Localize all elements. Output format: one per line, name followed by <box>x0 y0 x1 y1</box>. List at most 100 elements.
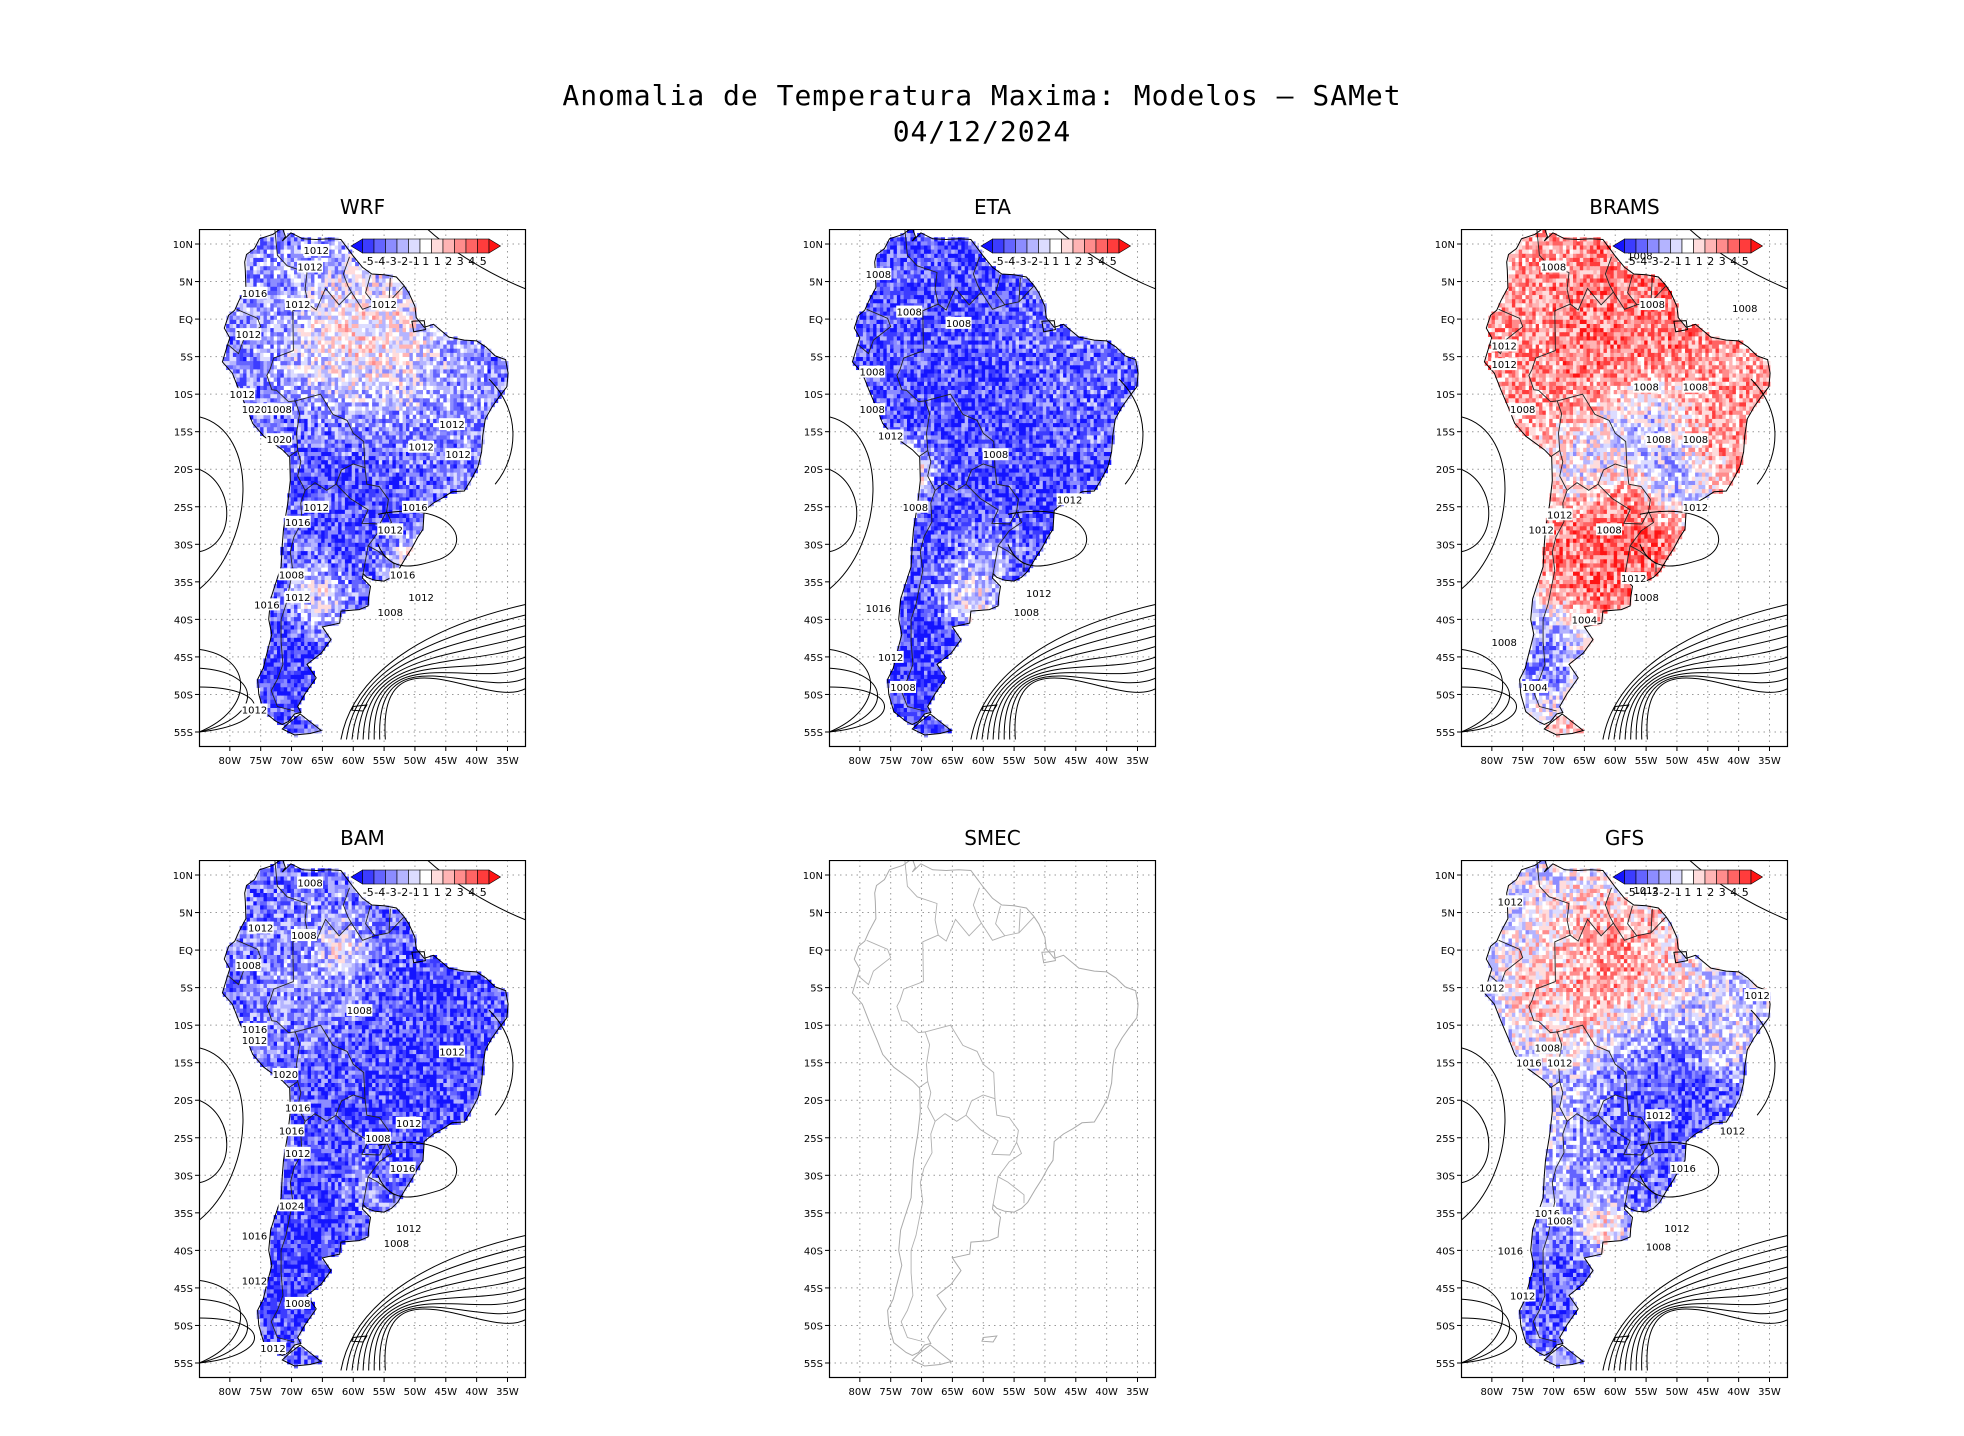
panel-title: ETA <box>829 195 1156 219</box>
lat-tick-label: 45S <box>174 653 193 664</box>
lat-tick-label: 40S <box>804 615 823 626</box>
isobar-label: 1012 <box>445 450 470 461</box>
isobar-label: 1008 <box>384 1239 409 1250</box>
lat-tick-label: 15S <box>804 428 823 439</box>
isobar-label: 1008 <box>347 1006 372 1017</box>
isobar-label: 1008 <box>890 683 915 694</box>
colorbar-label: 4 <box>468 255 475 268</box>
isobar-label: 1012 <box>1491 341 1516 352</box>
colorbar-label: 3 <box>1719 886 1726 899</box>
lon-tick-label: 65W <box>1573 756 1596 767</box>
isobar-label: 1008 <box>297 879 322 890</box>
lat-tick-label: 50S <box>174 1321 193 1332</box>
pressure-contours <box>199 860 526 1371</box>
map-plot: 10N 5N EQ 5S 10S 15S 20S 25S 30S 35S 40S 45S 50S 55S 8… <box>803 859 1157 1398</box>
lat-tick-label: 35S <box>1436 578 1455 589</box>
isobar-label: 1008 <box>1640 300 1665 311</box>
lat-tick-label: 55S <box>804 728 823 739</box>
lon-tick-label: 75W <box>879 756 902 767</box>
colorbar-label: 1 <box>1064 255 1071 268</box>
axes: 10N 5N EQ 5S 10S 15S 20S 25S 30S 35S 40S 45S 50S 55S 8… <box>803 240 1149 767</box>
isobar-label: 1012 <box>1547 1059 1572 1070</box>
lon-tick-label: 50W <box>404 1387 427 1398</box>
lat-tick-label: 15S <box>804 1059 823 1070</box>
lat-tick-label: 30S <box>174 540 193 551</box>
lat-tick-label: 5S <box>180 353 193 364</box>
isobar-label: 1012 <box>285 593 310 604</box>
isobar-label: 1016 <box>1670 1164 1695 1175</box>
lat-tick-label: 35S <box>1436 1209 1455 1220</box>
lat-tick-label: 40S <box>174 1246 193 1257</box>
colorbar-label: 2 <box>1707 255 1714 268</box>
colorbar: -5 -4 -3 -2 -1 1 1 2 3 4 5 <box>1612 238 1764 268</box>
colorbar-label: -1 <box>1671 255 1682 268</box>
lat-tick-label: 5S <box>1442 353 1455 364</box>
lon-tick-label: 60W <box>342 1387 365 1398</box>
lat-tick-label: 5N <box>1441 278 1455 289</box>
lat-tick-label: 10S <box>1436 1021 1455 1032</box>
lon-tick-label: 35W <box>1758 756 1781 767</box>
lon-tick-label: 80W <box>1481 756 1504 767</box>
colorbar-label: 4 <box>468 886 475 899</box>
lat-tick-label: 50S <box>804 1321 823 1332</box>
colorbar-label: -5 <box>1625 255 1636 268</box>
lat-tick-label: 35S <box>804 1209 823 1220</box>
isobar-label: 1016 <box>285 1104 310 1115</box>
isobar-label: 1012 <box>1479 984 1504 995</box>
isobar-label: 1012 <box>378 525 403 536</box>
colorbar: -5 -4 -3 -2 -1 1 1 2 3 4 5 <box>350 869 502 899</box>
isobar-label: 1004 <box>1572 615 1597 626</box>
lon-tick-label: 75W <box>1511 1387 1534 1398</box>
figure-title-line2: 04/12/2024 <box>0 114 1964 150</box>
lat-tick-label: 5N <box>1441 909 1455 920</box>
colorbar-label: 1 <box>1684 886 1691 899</box>
isobar-label: 1004 <box>1522 683 1547 694</box>
lat-tick-label: 10N <box>1435 240 1455 251</box>
lat-tick-label: 55S <box>174 1359 193 1370</box>
lon-tick-label: 55W <box>373 756 396 767</box>
lon-tick-label: 35W <box>496 756 519 767</box>
colorbar-label: 3 <box>1087 255 1094 268</box>
lon-tick-label: 75W <box>879 1387 902 1398</box>
axes: 10N 5N EQ 5S 10S 15S 20S 25S 30S 35S 40S 45S 50S 55S 8… <box>1435 871 1781 1398</box>
isobar-label: 1008 <box>866 270 891 281</box>
lat-tick-label: 5N <box>179 278 193 289</box>
isobar-label: 1008 <box>365 1134 390 1145</box>
colorbar-label: 1 <box>1052 255 1059 268</box>
lat-tick-label: EQ <box>1441 315 1455 326</box>
lat-tick-label: 20S <box>1436 1096 1455 1107</box>
isobar-label: 1012 <box>303 246 328 257</box>
lon-tick-label: 65W <box>311 1387 334 1398</box>
lat-tick-label: 10S <box>174 390 193 401</box>
isobar-label: 1012 <box>285 1149 310 1160</box>
colorbar-label: 1 <box>1696 255 1703 268</box>
lon-tick-label: 45W <box>1696 1387 1719 1398</box>
lat-tick-label: EQ <box>809 946 823 957</box>
lat-tick-label: EQ <box>1441 946 1455 957</box>
colorbar-label: -3 <box>1648 255 1659 268</box>
isobar-label: 1020 <box>273 1070 298 1081</box>
pressure-contours <box>829 229 1156 740</box>
lat-tick-label: 5S <box>810 984 823 995</box>
isobar-label: 1008 <box>1491 638 1516 649</box>
isobar-label: 1012 <box>1621 574 1646 585</box>
isobar-label: 1016 <box>254 600 279 611</box>
isobar-label: 1008 <box>983 450 1008 461</box>
lat-tick-label: 10S <box>174 1021 193 1032</box>
lat-tick-label: EQ <box>809 315 823 326</box>
lon-tick-label: 70W <box>910 1387 933 1398</box>
isobar-label: 1008 <box>236 961 261 972</box>
colorbar-label: -5 <box>363 886 374 899</box>
lat-tick-label: 30S <box>174 1171 193 1182</box>
isobar-label: 1012 <box>1744 991 1769 1002</box>
lat-tick-label: 5N <box>179 909 193 920</box>
colorbar-label: -1 <box>1039 255 1050 268</box>
isobar-label: 1008 <box>946 319 971 330</box>
lat-tick-label: 25S <box>174 1134 193 1145</box>
lon-tick-label: 40W <box>465 756 488 767</box>
lat-tick-label: 20S <box>174 465 193 476</box>
colorbar-label: 1 <box>434 886 441 899</box>
lon-tick-label: 65W <box>1573 1387 1596 1398</box>
